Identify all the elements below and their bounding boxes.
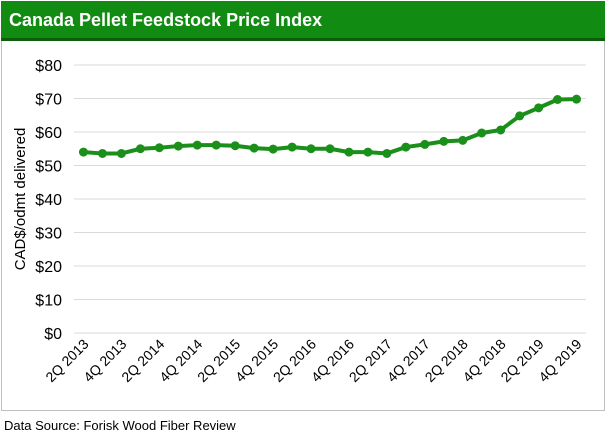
data-point [116, 148, 126, 158]
data-point [344, 147, 354, 157]
y-tick-label: $80 [35, 58, 62, 75]
data-point [78, 147, 88, 157]
data-point [173, 141, 183, 151]
data-point [458, 135, 468, 145]
data-point [572, 94, 582, 104]
data-point [382, 148, 392, 158]
y-axis-label: CAD$/odmt delivered [12, 128, 29, 271]
x-tick-label: 4Q 2019 [535, 336, 584, 385]
data-point [553, 95, 563, 105]
title-bar: Canada Pellet Feedstock Price Index [1, 1, 605, 41]
data-point [534, 103, 544, 113]
data-point [135, 144, 145, 154]
data-point [211, 140, 221, 150]
data-point [306, 144, 316, 154]
data-point [154, 143, 164, 153]
data-point [325, 144, 335, 154]
y-tick-label: $0 [44, 326, 62, 343]
data-point [287, 142, 297, 152]
y-tick-label: $50 [35, 159, 62, 176]
data-point [477, 128, 487, 138]
data-source: Data Source: Forisk Wood Fiber Review [4, 418, 236, 433]
y-tick-label: $30 [35, 226, 62, 243]
data-point [192, 140, 202, 150]
data-point [230, 141, 240, 151]
y-tick-label: $40 [35, 192, 62, 209]
chart-title: Canada Pellet Feedstock Price Index [9, 10, 323, 30]
data-point [97, 148, 107, 158]
data-point [363, 147, 373, 157]
data-point [420, 139, 430, 149]
data-point [268, 144, 278, 154]
data-point [401, 142, 411, 152]
data-point [496, 125, 506, 135]
y-tick-label: $60 [35, 125, 62, 142]
data-point [439, 136, 449, 146]
y-tick-label: $10 [35, 293, 62, 310]
data-point [249, 143, 259, 153]
data-point [515, 111, 525, 121]
y-tick-label: $20 [35, 259, 62, 276]
y-tick-label: $70 [35, 92, 62, 109]
